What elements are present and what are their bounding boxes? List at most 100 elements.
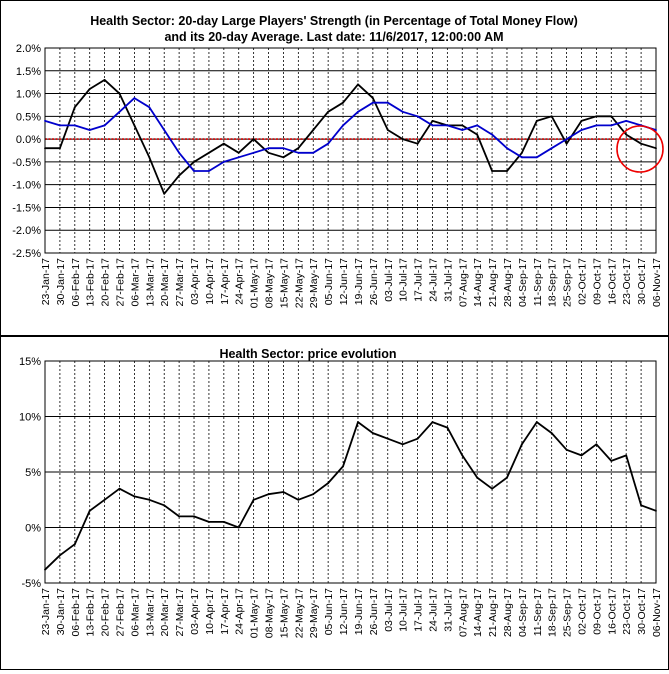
price-chart-y-axis: 15% 10% 5% 0% -5% — [19, 356, 41, 590]
average-series-line-point — [491, 133, 493, 136]
price-chart-x-tick-label: 06-Nov-17 — [651, 588, 663, 637]
price-series-line-point — [386, 437, 389, 440]
strength-chart-x-tick-label: 06-Feb-17 — [70, 258, 82, 307]
price-series-line-point — [282, 491, 285, 493]
strength-series-line-point — [133, 124, 136, 127]
price-series-line-point — [267, 493, 270, 496]
price-series-line-point — [193, 515, 195, 518]
strength-chart-x-tick-label: 10-Apr-17 — [204, 258, 216, 305]
average-series-line-point — [431, 124, 434, 127]
price-chart-panel: Health Sector: price evolution 15% 10% 5% 0… — [0, 336, 669, 670]
average-series-line-point — [312, 151, 315, 154]
price-chart-gridlines — [45, 361, 656, 583]
price-chart-x-tick-label: 08-May-17 — [264, 588, 276, 638]
strength-chart-y-tick-label: 1.0% — [16, 89, 41, 101]
strength-chart-x-tick-label: 14-Aug-17 — [472, 258, 484, 307]
strength-series-line-point — [73, 106, 76, 109]
price-chart-x-tick-label: 03-Jul-17 — [383, 588, 395, 632]
price-chart-x-tick-label: 27-Mar-17 — [174, 588, 186, 637]
strength-chart-x-tick-label: 06-Nov-17 — [651, 258, 663, 307]
price-chart-x-tick-label: 06-Mar-17 — [129, 588, 141, 637]
strength-series-line-point — [655, 147, 657, 150]
average-series-line-point — [342, 124, 344, 127]
average-series-line-point — [327, 142, 330, 145]
strength-chart-title-line-1: Health Sector: 20-day Large Players' Str… — [90, 14, 578, 28]
strength-chart-x-tick-label: 03-Jul-17 — [383, 258, 395, 302]
price-chart-x-tick-label: 16-Oct-17 — [606, 588, 618, 635]
strength-series-line-point — [118, 92, 121, 95]
strength-chart-x-tick-label: 13-Feb-17 — [85, 258, 97, 307]
price-chart-x-tick-label: 13-Mar-17 — [144, 588, 156, 637]
price-series-line-point — [610, 460, 613, 462]
strength-chart-x-tick-label: 19-Jun-17 — [353, 258, 365, 305]
price-chart-x-tick-label: 18-Sep-17 — [547, 588, 559, 637]
strength-chart-y-tick-label: 2.0% — [16, 43, 41, 55]
strength-chart-y-tick-label: -2.5% — [12, 248, 41, 260]
strength-chart-x-tick-label: 30-Oct-17 — [636, 258, 648, 305]
price-chart-x-tick-label: 12-Jun-17 — [338, 588, 350, 635]
price-series-line-point — [103, 498, 106, 501]
strength-series-line-point — [550, 115, 553, 118]
price-series-line-point — [655, 509, 657, 512]
strength-series-line-point — [506, 170, 508, 172]
strength-chart-x-tick-label: 08-May-17 — [264, 258, 276, 308]
average-series-line-point — [252, 151, 255, 154]
price-series-line-point — [401, 443, 404, 446]
average-series-line-point — [550, 147, 553, 150]
price-series-line-point — [580, 454, 583, 457]
price-chart-plot-area — [44, 360, 657, 584]
strength-chart-x-tick-label: 29-May-17 — [308, 258, 320, 308]
strength-series-line-point — [625, 133, 628, 136]
strength-series-line-point — [491, 170, 493, 172]
price-series-line-point — [44, 568, 46, 571]
average-series-line-point — [357, 110, 359, 113]
price-series-line-point — [357, 421, 359, 423]
price-series-line-point — [371, 432, 374, 435]
price-series-line-point — [476, 476, 479, 479]
average-series-line-point — [625, 119, 628, 122]
strength-series-line-point — [357, 83, 359, 86]
strength-series-line-point — [237, 151, 240, 154]
strength-series-line-point — [193, 160, 195, 163]
strength-chart-x-tick-label: 22-May-17 — [293, 258, 305, 308]
average-series-line-point — [595, 124, 598, 127]
price-chart-x-tick-label: 03-Apr-17 — [189, 588, 201, 635]
price-series-line-point — [535, 421, 538, 423]
strength-series-line-point — [267, 151, 270, 154]
strength-chart-x-tick-label: 31-Jul-17 — [442, 258, 454, 302]
strength-series-line-point — [371, 97, 374, 100]
price-chart-y-tick-label: 5% — [25, 467, 41, 479]
strength-chart-y-tick-label: -0.5% — [12, 157, 41, 169]
price-series-line-point — [595, 443, 598, 446]
price-series-line-point — [550, 432, 553, 435]
average-series-line-point — [506, 147, 508, 150]
price-chart-x-tick-label: 21-Aug-17 — [487, 588, 499, 637]
price-chart-x-tick-label: 07-Aug-17 — [457, 588, 469, 637]
price-series-line-point — [327, 482, 330, 484]
price-chart-x-tick-label: 10-Jul-17 — [398, 588, 410, 632]
price-chart-x-tick-label: 06-Feb-17 — [70, 588, 82, 637]
strength-chart-x-tick-label: 12-Jun-17 — [338, 258, 350, 305]
price-chart-x-tick-label: 20-Feb-17 — [100, 588, 112, 637]
strength-series-line-point — [312, 129, 315, 131]
strength-series-line — [45, 79, 657, 195]
strength-chart-x-tick-label: 02-Oct-17 — [576, 258, 588, 305]
price-series-line-point — [342, 465, 344, 468]
strength-chart-x-tick-label: 04-Sep-17 — [517, 258, 529, 307]
price-chart-x-tick-label: 22-May-17 — [293, 588, 305, 638]
price-chart-y-tick-label: -5% — [21, 578, 41, 590]
strength-chart-x-tick-label: 17-Apr-17 — [219, 258, 231, 305]
price-chart-x-axis: 23-Jan-17 30-Jan-17 06-Feb-17 13-Feb-17 20-F… — [40, 588, 663, 638]
strength-chart-x-tick-label: 13-Mar-17 — [144, 258, 156, 307]
average-series-line-point — [446, 124, 449, 127]
strength-series-line-point — [88, 88, 91, 90]
strength-series-line-point — [222, 142, 225, 145]
strength-chart-x-tick-label: 07-Aug-17 — [457, 258, 469, 307]
strength-series-line-point — [520, 151, 523, 154]
strength-series-line-point — [431, 119, 434, 122]
price-chart-x-tick-label: 04-Sep-17 — [517, 588, 529, 637]
average-series-line-point — [103, 124, 106, 127]
strength-chart-x-tick-label: 05-Jun-17 — [323, 258, 335, 305]
average-series-line-point — [59, 124, 61, 127]
price-chart-x-tick-label: 20-Mar-17 — [159, 588, 171, 637]
